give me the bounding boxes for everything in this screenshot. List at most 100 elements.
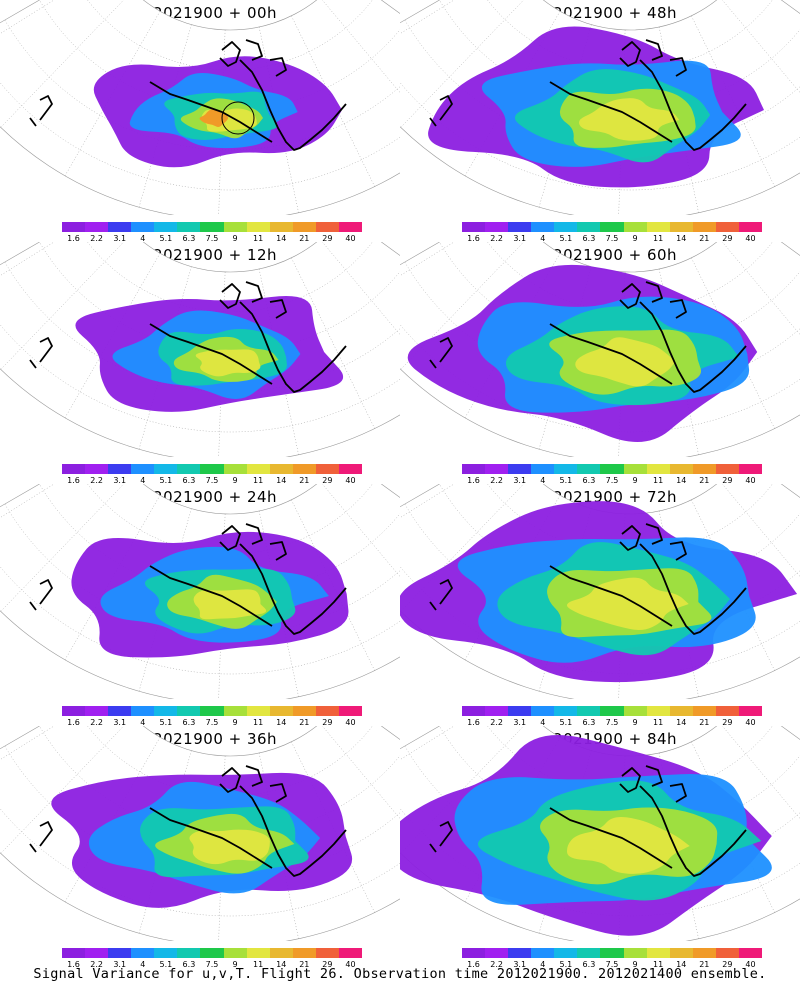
colorbar-swatch [554, 222, 578, 232]
colorbar-swatch [646, 464, 670, 474]
colorbar-swatch [108, 948, 132, 958]
map-domain [0, 242, 400, 457]
colorbar-ticks: 1.6 2.2 3.1 4 5.1 6.3 7.5 9 11 14 21 29 40 [62, 234, 362, 244]
colorbar-swatch [462, 464, 486, 474]
colorbar-tick-label: 1.6 [467, 960, 480, 969]
colorbar-swatch [154, 948, 178, 958]
colorbar-tick-label: 2.2 [90, 718, 103, 727]
coastline [29, 765, 347, 877]
colorbar-tick-label: 14 [276, 718, 287, 727]
figure-caption: Signal Variance for u,v,T. Flight 26. Ob… [33, 966, 767, 982]
colorbar-tick-label: 4 [140, 476, 146, 485]
colorbar-tick-label: 2.2 [90, 234, 103, 243]
panel-84h: 2012021900 + 84h 1.6 2.2 3.1 4 5.1 6.3 7.5 9 11 1… [400, 726, 800, 969]
colorbar-tick-label: 6.3 [182, 960, 196, 969]
panel-60h: 2012021900 + 60h 1.6 2.2 3.1 4 5.1 6.3 7.5 9 11 1… [400, 242, 800, 485]
colorbar-swatch [108, 222, 132, 232]
colorbar-ticks: 1.6 2.2 3.1 4 5.1 6.3 7.5 9 11 14 21 29 40 [462, 234, 762, 244]
coastline [429, 281, 747, 393]
colorbar-tick-label: 3.1 [513, 960, 527, 969]
colorbar-swatch [646, 706, 670, 716]
colorbar-swatch [338, 464, 363, 474]
colorbar-tick-label: 4 [140, 234, 146, 243]
colorbar-swatch [623, 464, 647, 474]
colorbar-ticks: 1.6 2.2 3.1 4 5.1 6.3 7.5 9 11 14 21 29 40 [462, 718, 762, 728]
colorbar-swatch [108, 464, 132, 474]
colorbar-swatch [738, 222, 763, 232]
colorbar-swatch [577, 464, 601, 474]
colorbar-tick-label: 9 [232, 960, 238, 969]
map-domain [400, 242, 800, 457]
variance-contour [195, 349, 261, 377]
colorbar-tick-label: 7.5 [605, 476, 619, 485]
colorbar-swatch [269, 706, 293, 716]
colorbar-tick-label: 21 [299, 234, 310, 243]
colorbar-tick-label: 5.1 [159, 476, 173, 485]
colorbar-tick-label: 5.1 [559, 234, 573, 243]
coastline [429, 765, 747, 877]
grid-parallel [39, 726, 400, 837]
colorbar-tick-label: 40 [745, 234, 756, 243]
colorbar-swatch [600, 464, 624, 474]
colorbar-tick-label: 1.6 [467, 718, 480, 727]
colorbar [62, 948, 363, 958]
observation-circle [221, 101, 255, 135]
coastline [29, 523, 347, 635]
colorbar-tick-label: 40 [345, 476, 356, 485]
colorbar-tick-label: 4 [140, 960, 146, 969]
colorbar-tick-label: 2.2 [490, 960, 503, 969]
variance-map [400, 0, 800, 215]
colorbar-tick-label: 29 [322, 960, 333, 969]
colorbar-tick-label: 21 [699, 718, 710, 727]
colorbar-swatch [62, 222, 86, 232]
variance-map [0, 0, 400, 215]
colorbar-tick-label: 40 [345, 234, 356, 243]
colorbar-tick-label: 5.1 [559, 960, 573, 969]
colorbar-swatch [692, 464, 716, 474]
colorbar-swatch [223, 464, 247, 474]
colorbar-ticks: 1.6 2.2 3.1 4 5.1 6.3 7.5 9 11 14 21 29 40 [462, 960, 762, 970]
colorbar-tick-label: 29 [722, 718, 733, 727]
colorbar-swatch [462, 948, 486, 958]
colorbar-tick-label: 14 [276, 234, 287, 243]
colorbar-swatch [85, 948, 109, 958]
colorbar-swatch [508, 222, 532, 232]
colorbar-tick-label: 21 [699, 234, 710, 243]
colorbar-swatch [531, 948, 555, 958]
colorbar-swatch [177, 464, 201, 474]
colorbar-tick-label: 29 [322, 718, 333, 727]
colorbar-tick-label: 29 [322, 234, 333, 243]
colorbar-tick-label: 5.1 [559, 476, 573, 485]
colorbar-swatch [62, 948, 86, 958]
colorbar-swatch [623, 948, 647, 958]
colorbar-swatch [85, 706, 109, 716]
grid-parallel [439, 0, 800, 111]
colorbar [62, 706, 363, 716]
variance-map [400, 726, 800, 941]
colorbar-swatch [315, 948, 339, 958]
map-domain [400, 0, 800, 215]
colorbar-tick-label: 40 [345, 718, 356, 727]
colorbar-tick-label: 21 [299, 718, 310, 727]
colorbar-swatch [738, 948, 763, 958]
colorbar-tick-label: 11 [653, 234, 664, 243]
colorbar-swatch [462, 222, 486, 232]
colorbar-tick-label: 29 [722, 960, 733, 969]
colorbar-tick-label: 4 [540, 718, 546, 727]
colorbar-tick-label: 1.6 [467, 234, 480, 243]
colorbar-tick-label: 11 [653, 476, 664, 485]
colorbar-swatch [508, 464, 532, 474]
colorbar-swatch [177, 706, 201, 716]
colorbar-tick-label: 7.5 [605, 718, 619, 727]
colorbar-swatch [738, 464, 763, 474]
colorbar-tick-label: 3.1 [513, 718, 527, 727]
colorbar-swatch [315, 706, 339, 716]
colorbar-tick-label: 4 [140, 718, 146, 727]
colorbar-tick-label: 29 [722, 476, 733, 485]
colorbar-swatch [200, 464, 224, 474]
colorbar-swatch [669, 464, 693, 474]
colorbar-tick-label: 1.6 [467, 476, 480, 485]
colorbar-swatch [315, 222, 339, 232]
colorbar-swatch [223, 948, 247, 958]
panel-36h: 2012021900 + 36h 1.6 2.2 3.1 4 5.1 6.3 7.5 9 11 1… [0, 726, 400, 969]
